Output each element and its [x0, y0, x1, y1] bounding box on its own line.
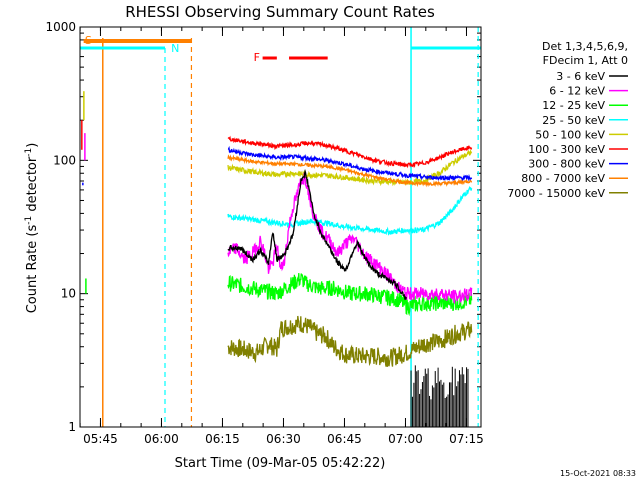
- series-line-7000-15000-kev: [227, 315, 473, 367]
- x-tick-label: 06:30: [266, 432, 301, 446]
- series-line-300-800-kev: [227, 145, 473, 182]
- y-tick-label: 100: [53, 153, 76, 167]
- x-tick-label: 06:15: [205, 432, 240, 446]
- x-tick-label: 07:00: [388, 432, 423, 446]
- series-line-12-25-kev: [227, 273, 473, 317]
- chart-title: RHESSI Observing Summary Count Rates: [125, 3, 435, 21]
- legend-entry-label: 300 - 800 keV: [528, 158, 605, 171]
- y-tick-label: 1000: [45, 20, 76, 34]
- legend-entry-label: 800 - 7000 keV: [521, 172, 605, 185]
- event-flag-label: S: [85, 34, 92, 47]
- y-axis-label-sup-2: -1: [24, 148, 34, 157]
- series-line-100-300-kev: [227, 135, 473, 169]
- y-axis-label-text-1: Count Rate (s: [25, 225, 40, 314]
- x-tick-label: 07:15: [449, 432, 484, 446]
- series-line-6-12-kev: [227, 172, 473, 305]
- legend-entry-label: 6 - 12 keV: [549, 85, 605, 98]
- y-axis-label-sup-1: -1: [24, 216, 34, 225]
- x-tick-label: 06:45: [327, 432, 362, 446]
- legend-entry-label: 3 - 6 keV: [556, 70, 605, 83]
- y-axis-label-text-3: ): [25, 143, 40, 148]
- legend-entry-label: 100 - 300 keV: [528, 143, 605, 156]
- y-tick-label: 10: [61, 287, 76, 301]
- series-line-800-7000-kev: [227, 154, 473, 188]
- legend-entry-label: 50 - 100 keV: [535, 128, 605, 141]
- legend-header-line-2: FDecim 1, Att 0: [543, 54, 628, 67]
- y-axis-label: Count Rate (s-1 detector-1): [24, 143, 40, 314]
- footer-timestamp: 15-Oct-2021 08:33: [560, 469, 636, 478]
- legend: Det 1,3,4,5,6,9, FDecim 1, Att 0 3 - 6 k…: [507, 40, 628, 200]
- legend-header-line-1: Det 1,3,4,5,6,9,: [542, 40, 628, 53]
- y-axis-label-text-2: detector: [25, 156, 40, 216]
- plot-frame: [79, 26, 482, 428]
- series-line-25-50-kev: [227, 185, 473, 236]
- legend-entry-label: 12 - 25 keV: [542, 99, 605, 112]
- x-tick-label: 05:45: [83, 432, 118, 446]
- event-flag-label: N: [171, 42, 179, 55]
- legend-entry-label: 7000 - 15000 keV: [507, 187, 605, 200]
- x-axis-label: Start Time (09-Mar-05 05:42:22): [175, 456, 386, 471]
- y-tick-label: 1: [68, 420, 76, 434]
- plot-area: S N F: [79, 27, 481, 428]
- x-tick-label: 06:00: [144, 432, 179, 446]
- series-line-3-6-kev: [227, 168, 407, 301]
- event-flag-label: F: [254, 51, 260, 64]
- legend-entry-label: 25 - 50 keV: [542, 114, 605, 127]
